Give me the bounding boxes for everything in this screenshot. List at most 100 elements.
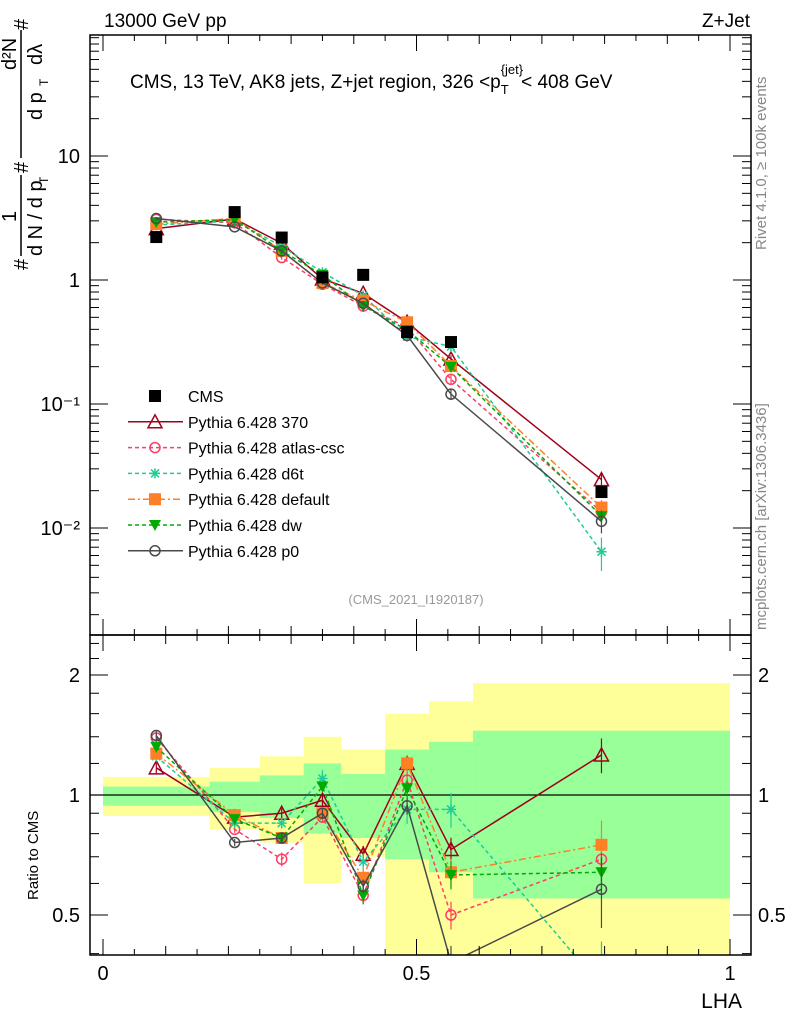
- ratio-point: [442, 840, 460, 857]
- ratio-y-tick-label-right: 2: [758, 665, 769, 687]
- legend-item: CMS: [149, 389, 224, 406]
- title-text: CMS, 13 TeV, AK8 jets, Z+jet region, 326…: [130, 72, 501, 93]
- legend-item: Pythia 6.428 370: [128, 413, 308, 432]
- data-point: [357, 301, 370, 313]
- ylabel-dlambda: dλ: [25, 44, 47, 65]
- ratio-point: [401, 783, 414, 795]
- ratio-y-tick-label: 2: [69, 665, 80, 687]
- cms-uncertainty-band: [341, 773, 386, 839]
- cms-data-point: [316, 271, 329, 284]
- legend-marker: [149, 520, 161, 531]
- data-point: [150, 212, 163, 225]
- legend-label: Pythia 6.428 default: [188, 492, 330, 509]
- cms-data-point: [357, 268, 370, 281]
- legend-label: Pythia 6.428 atlas-csc: [188, 441, 345, 458]
- data-point: [445, 373, 457, 386]
- ratio-point: [445, 909, 457, 921]
- mcplots-label: mcplots.cern.ch [arXiv:1306.3436]: [753, 403, 770, 630]
- ratio-point: [275, 832, 288, 844]
- series-line: [156, 217, 602, 509]
- x-tick-label: 0.5: [403, 963, 431, 985]
- legend-marker: [146, 413, 164, 429]
- data-point: [593, 471, 610, 487]
- ratio-point: [595, 883, 608, 896]
- ylabel-hash3: #: [11, 18, 33, 30]
- data-point: [596, 546, 607, 557]
- ratio-point: [150, 747, 163, 760]
- plot-title: CMS, 13 TeV, AK8 jets, Z+jet region, 326…: [130, 62, 613, 97]
- cms-data-point: [444, 336, 457, 349]
- legend-label: Pythia 6.428 d6t: [188, 466, 304, 483]
- ylabel-hash2: #: [11, 161, 33, 173]
- title-sup: {jet}: [501, 62, 524, 77]
- legend-label: Pythia 6.428 370: [188, 415, 308, 432]
- title-end: < 408 GeV: [521, 72, 613, 93]
- data-point: [228, 221, 241, 233]
- y-axis-label: # 1 d N / d p T # d²N d p T dλ #: [0, 18, 51, 270]
- data-point: [445, 388, 457, 400]
- ylabel-one: 1: [0, 211, 21, 222]
- x-axis-label: LHA: [701, 990, 742, 1013]
- ratio-y-label: Ratio to CMS: [25, 811, 42, 900]
- header-right: Z+Jet: [702, 11, 751, 32]
- ratio-bands: [103, 682, 730, 955]
- ratio-point: [401, 799, 413, 812]
- y-tick-label: 1: [69, 270, 80, 292]
- ratio-point: [357, 890, 370, 902]
- ratio-line: [155, 755, 576, 955]
- legend-label: Pythia 6.428 dw: [188, 518, 302, 535]
- legend-item: Pythia 6.428 p0: [128, 544, 299, 561]
- ratio-point: [593, 746, 610, 762]
- ratio-point: [358, 856, 369, 867]
- title-sub: T: [501, 82, 509, 97]
- data-point: [150, 217, 163, 229]
- ratio-point: [228, 814, 241, 826]
- y-tick-label: 10⁻¹: [41, 394, 81, 416]
- y-tick-label: 10: [58, 146, 80, 168]
- ratio-point: [316, 807, 329, 819]
- legend-marker: [149, 390, 161, 402]
- ratio-line: [155, 746, 602, 898]
- ratio-line: [155, 735, 602, 955]
- ratio-line: [155, 754, 602, 856]
- ratio-point: [595, 838, 608, 851]
- cms-uncertainty-band: [103, 786, 210, 806]
- cms-data-point: [275, 231, 288, 244]
- legend-item: Pythia 6.428 atlas-csc: [128, 441, 345, 458]
- series-line: [156, 217, 602, 522]
- series-cms: [150, 206, 608, 499]
- cms-data-point: [595, 486, 608, 499]
- ratio-point: [150, 741, 163, 753]
- header-left: 13000 GeV pp: [104, 11, 227, 32]
- cms-data-point: [150, 231, 163, 244]
- y-tick-label: 10⁻²: [41, 518, 81, 540]
- ylabel-sub-T: T: [37, 176, 51, 184]
- ratio-point: [445, 804, 456, 815]
- ylabel-sub-T2: T: [37, 78, 51, 86]
- ratio-point: [446, 958, 456, 968]
- ratio-point: [275, 853, 288, 865]
- ratio-point: [148, 759, 165, 775]
- ratio-y-tick-label: 1: [69, 785, 80, 807]
- ratio-point: [401, 757, 414, 770]
- x-tick-label: 1: [724, 963, 735, 985]
- ratio-point: [316, 781, 329, 793]
- data-point: [595, 515, 608, 528]
- legend-marker: [149, 493, 161, 506]
- series-line: [156, 218, 602, 517]
- series-ratio-5: [150, 729, 608, 968]
- legend-item: Pythia 6.428 d6t: [128, 466, 304, 483]
- ylabel-dN-dp: d N / d p: [25, 180, 47, 256]
- ratio-line: [155, 737, 602, 916]
- series-5: [150, 212, 608, 534]
- cms-data-point: [401, 326, 414, 339]
- cms-data-point: [228, 206, 241, 219]
- legend-marker: [149, 441, 161, 454]
- rivet-label: Rivet 4.1.0, ≥ 100k events: [753, 77, 770, 250]
- ratio-line: [155, 753, 602, 880]
- ratio-point: [150, 729, 163, 742]
- data-point: [357, 297, 369, 310]
- data-point: [444, 361, 457, 373]
- series-line: [156, 218, 602, 513]
